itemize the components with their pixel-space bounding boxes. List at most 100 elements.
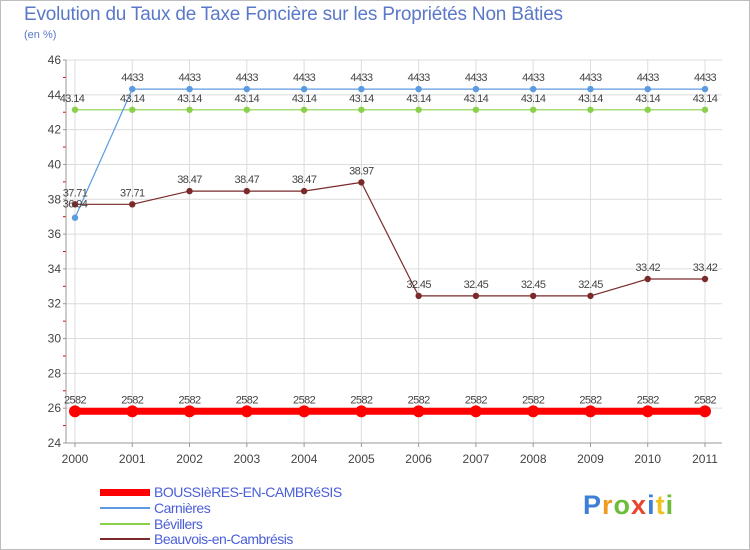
data-label-beauvois: 38.47 xyxy=(177,174,202,186)
y-tick-label: 36 xyxy=(48,227,62,241)
x-tick-label: 2008 xyxy=(520,452,547,466)
data-label-boussieres: 2582 xyxy=(579,394,602,406)
data-point-beauvois xyxy=(472,292,480,300)
data-point-boussieres xyxy=(469,405,482,418)
data-point-boussieres xyxy=(69,405,81,418)
data-label-boussieres: 2582 xyxy=(465,394,488,406)
data-label-boussieres: 2582 xyxy=(350,394,373,406)
data-label-carnieres: 4433 xyxy=(179,72,202,84)
data-point-carnieres xyxy=(243,85,251,93)
y-tick-label: 42 xyxy=(48,123,62,137)
y-tick-label: 30 xyxy=(48,332,62,346)
logo-letter: P xyxy=(583,490,603,520)
logo-letter: i xyxy=(647,490,656,520)
x-tick-label: 2002 xyxy=(176,452,203,466)
data-label-bevillers: 43.14 xyxy=(693,93,718,105)
legend-label-bevillers: Bévillers xyxy=(154,516,203,532)
data-point-bevillers xyxy=(300,106,308,113)
data-label-beauvois: 38.97 xyxy=(349,165,374,177)
legend-swatch-carnieres xyxy=(100,507,150,509)
y-tick-label: 40 xyxy=(48,157,62,171)
data-point-bevillers xyxy=(71,106,79,113)
data-point-beauvois xyxy=(300,187,308,195)
data-point-carnieres xyxy=(644,85,651,93)
data-label-beauvois: 33.42 xyxy=(693,262,718,274)
data-label-beauvois: 32.45 xyxy=(521,279,546,291)
data-point-boussieres xyxy=(641,405,654,418)
x-tick-label: 2003 xyxy=(233,452,260,466)
data-label-carnieres: 4433 xyxy=(121,72,144,84)
logo-letter: i xyxy=(665,490,675,520)
data-label-bevillers: 43.14 xyxy=(292,93,317,105)
legend-label-boussieres: BOUSSIèRES-EN-CAMBRéSIS xyxy=(154,484,342,500)
data-label-bevillers: 43.14 xyxy=(235,93,260,105)
data-point-bevillers xyxy=(644,106,651,113)
data-point-beauvois xyxy=(71,201,79,208)
data-point-boussieres xyxy=(126,405,139,418)
data-point-carnieres xyxy=(587,85,594,93)
data-label-boussieres: 2582 xyxy=(522,394,545,406)
data-point-carnieres xyxy=(358,85,365,93)
legend-label-carnieres: Carnières xyxy=(154,500,211,516)
data-label-boussieres: 2582 xyxy=(408,394,431,406)
data-label-boussieres: 2582 xyxy=(293,394,316,406)
data-point-boussieres xyxy=(355,405,368,418)
series-line-beauvois xyxy=(75,181,705,297)
data-point-beauvois xyxy=(644,275,651,283)
proxiti-logo: Proxiti xyxy=(583,490,674,521)
data-point-beauvois xyxy=(129,201,136,208)
data-label-carnieres: 4433 xyxy=(408,72,431,84)
data-point-bevillers xyxy=(587,106,594,113)
data-point-beauvois xyxy=(701,275,709,283)
data-point-beauvois xyxy=(243,187,251,195)
data-point-bevillers xyxy=(701,106,709,113)
data-point-bevillers xyxy=(129,106,136,113)
data-label-carnieres: 4433 xyxy=(579,72,602,84)
data-label-boussieres: 2582 xyxy=(637,394,660,406)
data-label-carnieres: 4433 xyxy=(637,72,660,84)
data-point-bevillers xyxy=(243,106,251,113)
y-tick-label: 24 xyxy=(48,436,62,450)
data-point-boussieres xyxy=(183,405,196,418)
x-tick-label: 2004 xyxy=(291,452,318,466)
chart-title: Evolution du Taux de Taxe Foncière sur l… xyxy=(24,4,563,25)
data-label-bevillers: 43.14 xyxy=(120,93,145,105)
x-tick-label: 2010 xyxy=(634,452,661,466)
data-label-bevillers: 43.14 xyxy=(60,93,85,105)
data-label-bevillers: 43.14 xyxy=(464,93,489,105)
data-point-beauvois xyxy=(186,187,193,195)
x-tick-label: 2001 xyxy=(119,452,146,466)
data-point-carnieres xyxy=(186,85,193,93)
data-point-boussieres xyxy=(412,405,425,418)
series-line-carnieres xyxy=(74,88,705,218)
data-point-carnieres xyxy=(71,214,79,221)
data-point-carnieres xyxy=(701,85,709,93)
data-point-boussieres xyxy=(240,405,253,418)
data-label-beauvois: 32.45 xyxy=(464,279,489,291)
data-label-bevillers: 43.14 xyxy=(406,93,431,105)
y-tick-label: 28 xyxy=(48,366,62,380)
data-label-bevillers: 43.14 xyxy=(635,93,660,105)
legend-label-beauvois: Beauvois-en-Cambrésis xyxy=(154,531,293,547)
data-label-beauvois: 38.47 xyxy=(235,174,260,186)
y-tick-label: 44 xyxy=(48,88,62,102)
data-label-boussieres: 2582 xyxy=(236,394,259,406)
data-point-boussieres xyxy=(527,405,540,418)
data-label-boussieres: 2582 xyxy=(64,394,87,406)
y-tick-label: 26 xyxy=(48,401,62,415)
data-label-carnieres: 4433 xyxy=(465,72,488,84)
data-point-bevillers xyxy=(529,106,537,113)
data-label-beauvois: 37.71 xyxy=(63,187,88,199)
data-label-carnieres: 4433 xyxy=(293,72,316,84)
chart-unit-label: (en %) xyxy=(24,29,57,41)
data-label-boussieres: 2582 xyxy=(121,394,144,406)
logo-letter: t xyxy=(655,490,666,520)
data-point-carnieres xyxy=(529,85,537,93)
data-label-carnieres: 4433 xyxy=(236,72,259,84)
data-label-bevillers: 43.14 xyxy=(578,93,603,105)
data-label-carnieres: 4433 xyxy=(350,72,373,84)
data-label-beauvois: 32.45 xyxy=(406,279,431,291)
data-label-beauvois: 38.47 xyxy=(292,174,317,186)
x-tick-label: 2009 xyxy=(577,452,604,466)
